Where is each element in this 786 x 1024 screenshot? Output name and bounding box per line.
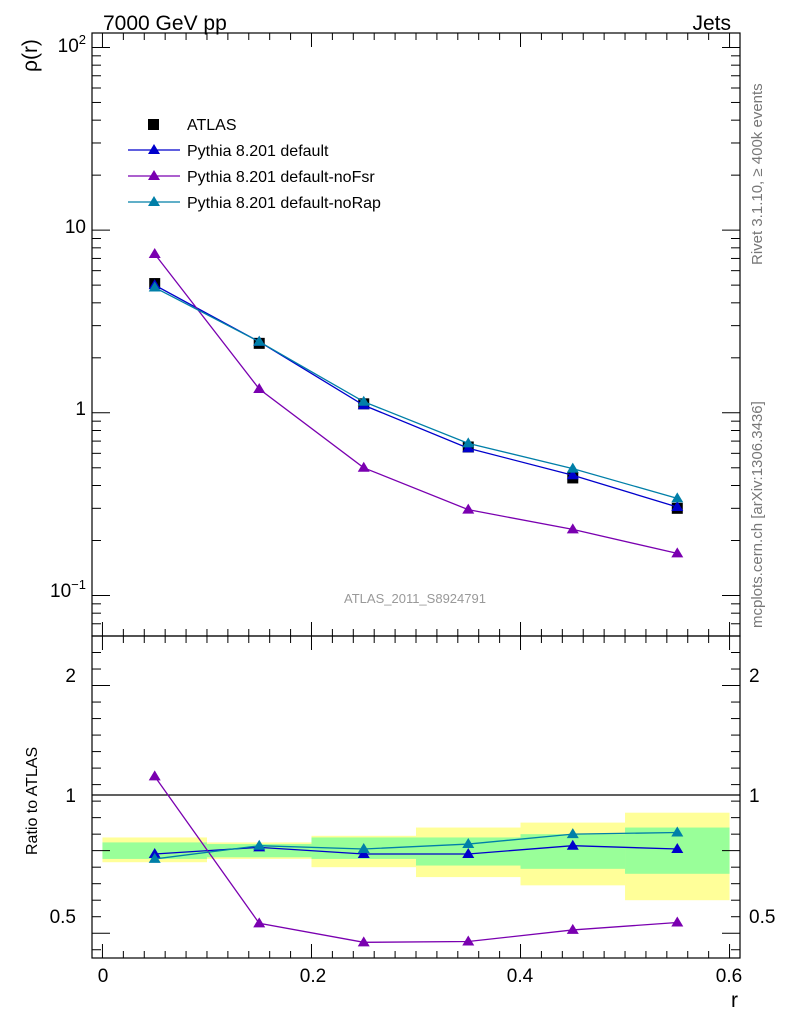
legend-marker-noFsr bbox=[148, 170, 160, 180]
point-noRap bbox=[671, 492, 684, 503]
legend-label-noFsr: Pythia 8.201 default-noFsr bbox=[187, 169, 375, 186]
ratio-point-noFsr bbox=[357, 936, 370, 947]
point-noFsr bbox=[462, 503, 475, 514]
point-noFsr bbox=[566, 523, 579, 534]
ratio-bands bbox=[102, 812, 730, 901]
ratio-ytick-label-right-2: 2 bbox=[749, 666, 760, 687]
point-noFsr bbox=[357, 461, 370, 472]
xtick-label-0: 0 bbox=[98, 966, 109, 987]
ratio-point-noRap bbox=[148, 852, 161, 863]
xlabel: r bbox=[731, 989, 738, 1012]
rivet-label: Rivet 3.1.10, ≥ 400k events bbox=[749, 83, 766, 265]
ratio-point-noFsr bbox=[566, 923, 579, 934]
legend-label-default: Pythia 8.201 default bbox=[187, 143, 329, 160]
xtick-label-0.6: 0.6 bbox=[716, 966, 742, 987]
ratio-ytick-label-0.5: 0.5 bbox=[50, 907, 76, 928]
ratio-ylabel: Ratio to ATLAS bbox=[24, 747, 41, 855]
ytick-label-100: 102 bbox=[58, 32, 86, 57]
series-line-noRap bbox=[154, 286, 678, 500]
legend-marker-noRap bbox=[148, 196, 160, 206]
ratio-point-default bbox=[671, 843, 684, 854]
ratio-axis-ticks bbox=[92, 635, 740, 958]
point-noFsr bbox=[148, 248, 161, 259]
series-line-default bbox=[154, 284, 678, 508]
series-line-noFsr bbox=[154, 253, 678, 555]
ratio-point-noRap bbox=[462, 838, 475, 849]
ytick-label-0.1: 10−1 bbox=[50, 577, 86, 602]
point-noRap bbox=[253, 335, 266, 346]
point-noRap bbox=[462, 437, 475, 448]
ratio-point-noFsr bbox=[148, 770, 161, 781]
ytick-label-1: 1 bbox=[75, 399, 86, 420]
point-default bbox=[671, 501, 684, 512]
ratio-point-noRap bbox=[253, 839, 266, 850]
ratio-point-noFsr bbox=[462, 935, 475, 946]
ratio-point-noFsr bbox=[253, 917, 266, 928]
ratio-ytick-label-1: 1 bbox=[65, 786, 76, 807]
point-default bbox=[566, 469, 579, 480]
point-noRap bbox=[566, 462, 579, 473]
ratio-panel: Ratio to ATLAS 2 1 0.5 2 1 0.5 0 0.2 0.4… bbox=[24, 635, 775, 1012]
ratio-point-noRap bbox=[357, 843, 370, 854]
ratio-ytick-label-right-1: 1 bbox=[749, 786, 760, 807]
point-noFsr bbox=[253, 382, 266, 393]
legend-marker-default bbox=[148, 144, 160, 154]
ratio-point-default bbox=[566, 839, 579, 850]
ratio-line-noRap bbox=[154, 831, 678, 860]
point-noRap bbox=[148, 281, 161, 292]
ratio-point-default bbox=[462, 847, 475, 858]
legend-label-noRap: Pythia 8.201 default-noRap bbox=[187, 195, 381, 212]
ratio-point-noFsr bbox=[671, 916, 684, 927]
main-axis-ticks bbox=[92, 33, 740, 637]
ratio-band-inner bbox=[520, 834, 626, 869]
legend-label-atlas: ATLAS bbox=[187, 117, 237, 134]
point-noRap bbox=[357, 395, 370, 406]
ratio-frame bbox=[91, 635, 741, 959]
ratio-ytick-label-2: 2 bbox=[65, 666, 76, 687]
watermark: ATLAS_2011_S8924791 bbox=[344, 591, 486, 606]
main-ylabel: ρ(r) bbox=[19, 39, 42, 72]
header-left-title: 7000 GeV pp bbox=[103, 12, 227, 35]
header-right-title: Jets bbox=[692, 12, 731, 35]
point-noFsr bbox=[671, 547, 684, 558]
mcplots-label: mcplots.cern.ch [arXiv:1306.3436] bbox=[749, 401, 766, 628]
main-series bbox=[148, 248, 684, 558]
xtick-label-0.2: 0.2 bbox=[300, 966, 326, 987]
ratio-ytick-label-right-0.5: 0.5 bbox=[749, 907, 775, 928]
ratio-line-noFsr bbox=[154, 775, 678, 943]
legend: ATLAS Pythia 8.201 default Pythia 8.201 … bbox=[128, 117, 381, 212]
ratio-point-noRap bbox=[671, 826, 684, 837]
ytick-label-10: 10 bbox=[65, 217, 86, 238]
legend-marker-atlas bbox=[148, 119, 159, 130]
main-panel: ρ(r) 102 10 1 10−1 ATLAS_2011_S8924791 A… bbox=[19, 32, 741, 637]
xtick-label-0.4: 0.4 bbox=[507, 966, 534, 987]
ratio-series bbox=[148, 770, 684, 947]
ratio-point-noRap bbox=[566, 828, 579, 839]
